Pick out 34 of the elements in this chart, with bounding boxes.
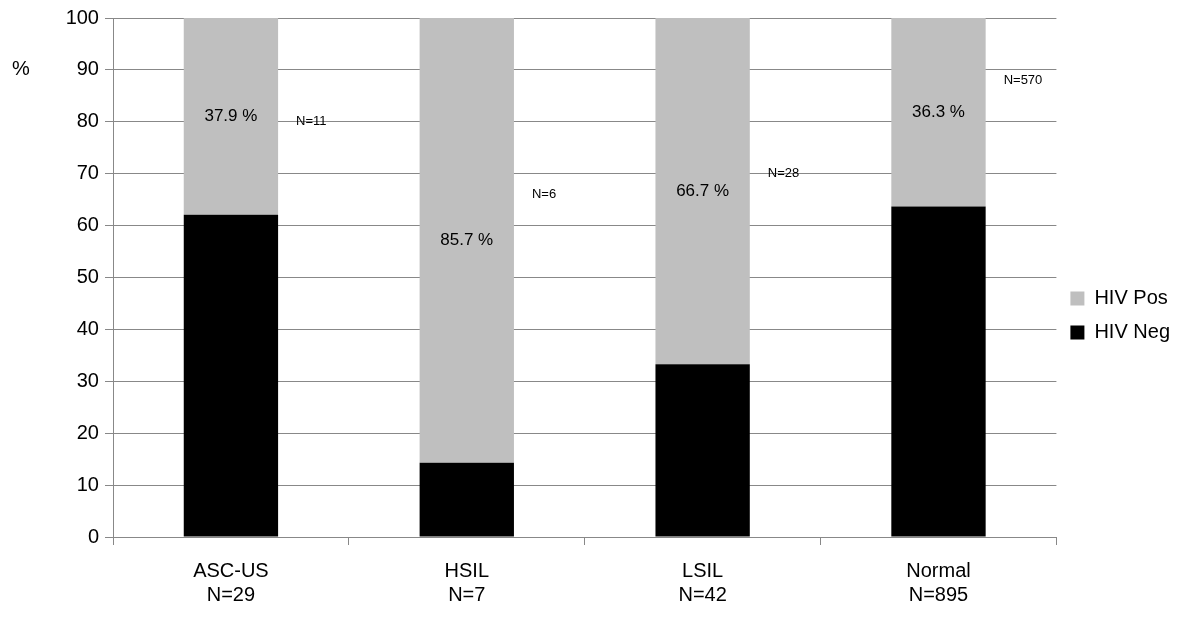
data-label: 85.7 % bbox=[440, 230, 494, 250]
y-tick-label: 60 bbox=[76, 213, 99, 236]
y-tick-label: 90 bbox=[76, 57, 99, 80]
data-label: 66.7 % bbox=[676, 180, 730, 200]
data-label: 36.3 % bbox=[912, 101, 965, 121]
annotation: N=6 bbox=[531, 186, 557, 202]
data-label: 37.9 % bbox=[204, 106, 258, 126]
x-tick-label: Normal N=895 bbox=[906, 558, 971, 605]
annotation: N=11 bbox=[296, 113, 327, 129]
bar bbox=[183, 18, 279, 215]
x-tick-label: ASC-US N=29 bbox=[193, 558, 269, 605]
bar bbox=[183, 214, 279, 537]
y-tick-label: 70 bbox=[76, 161, 99, 184]
x-tick-label: LSIL N=42 bbox=[678, 558, 727, 605]
legend-label: HIV Pos bbox=[1094, 286, 1168, 309]
bar bbox=[419, 462, 514, 537]
annotation: N=570 bbox=[1003, 71, 1043, 87]
y-tick-label: 40 bbox=[76, 316, 99, 339]
y-tick-label: 30 bbox=[76, 368, 99, 391]
y-axis-title: % bbox=[12, 57, 30, 80]
bar bbox=[655, 364, 750, 537]
y-tick-label: 80 bbox=[76, 109, 99, 132]
y-tick-label: 50 bbox=[76, 265, 99, 288]
bar bbox=[419, 18, 514, 463]
y-tick-label: 0 bbox=[87, 524, 99, 547]
bar bbox=[891, 18, 986, 207]
x-tick-label: HSIL N=7 bbox=[444, 558, 490, 605]
legend-label: HIV Neg bbox=[1094, 320, 1171, 343]
annotation: N=28 bbox=[767, 165, 800, 181]
y-tick-label: 10 bbox=[76, 472, 99, 495]
bar bbox=[655, 18, 750, 365]
bar bbox=[891, 206, 986, 537]
y-tick-label: 100 bbox=[65, 5, 99, 28]
y-tick-label: 20 bbox=[76, 420, 99, 443]
